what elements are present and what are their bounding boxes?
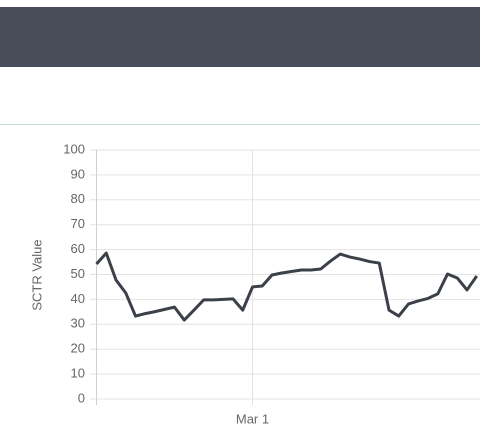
- line: [95, 251, 478, 322]
- x-tick-label: Mar 1: [236, 411, 269, 426]
- y-tick-label: 90: [71, 166, 85, 181]
- y-tick-label: 80: [71, 191, 85, 206]
- header-bar: [0, 7, 480, 67]
- y-tick-label: 100: [63, 141, 85, 156]
- y-tick-label: 60: [71, 241, 85, 256]
- y-axis-label: SCTR Value: [29, 239, 44, 310]
- y-tick-label: 70: [71, 216, 85, 231]
- y-tick-label: 10: [71, 366, 85, 381]
- y-tick-label: 30: [71, 316, 85, 331]
- y-tick-label: 20: [71, 341, 85, 356]
- y-tick-label: 0: [78, 390, 85, 405]
- y-tick-label: 40: [71, 291, 85, 306]
- y-tick-label: 50: [71, 266, 85, 281]
